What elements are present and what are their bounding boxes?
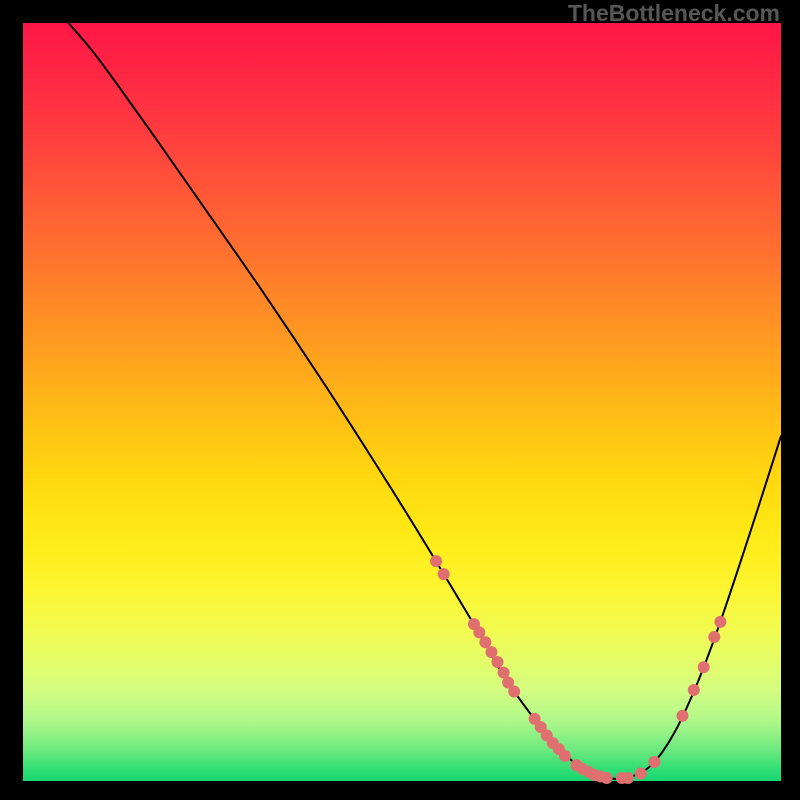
- bottleneck-chart-container: TheBottleneck.com: [0, 0, 800, 800]
- watermark-text: TheBottleneck.com: [568, 0, 780, 27]
- chart-plot-area: [23, 23, 781, 781]
